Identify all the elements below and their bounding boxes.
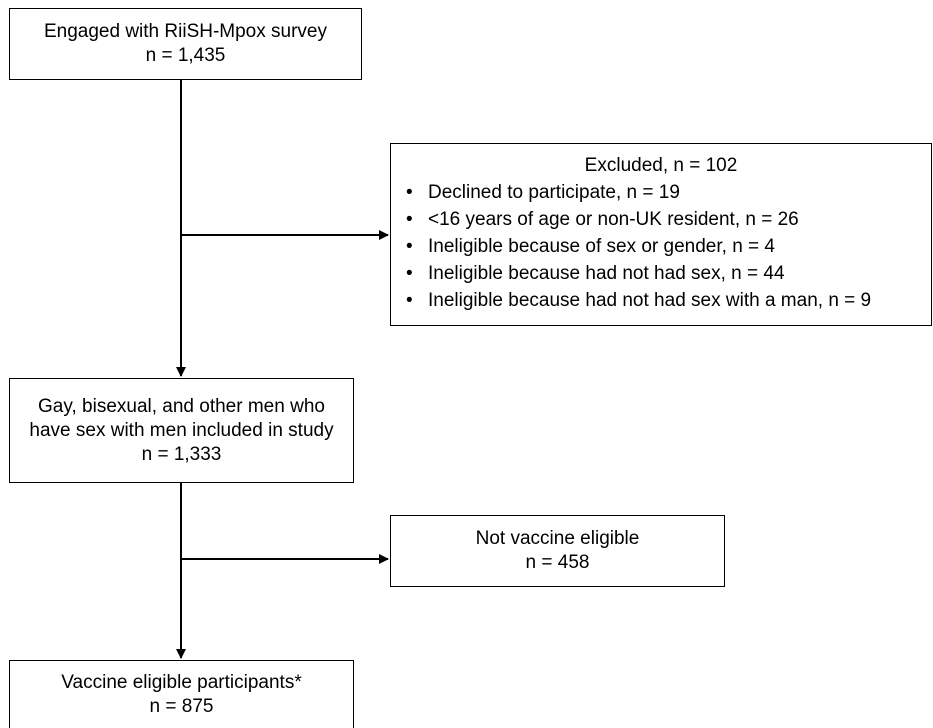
included-label-line1: Gay, bisexual, and other men who <box>38 395 325 417</box>
engaged-box: Engaged with RiiSH-Mpox survey n = 1,435 <box>9 8 362 80</box>
eligible-box: Vaccine eligible participants* n = 875 <box>9 660 354 728</box>
eligible-count: n = 875 <box>149 695 214 717</box>
excluded-reasons-list: • Declined to participate, n = 19 • <16 ye… <box>391 181 931 313</box>
excluded-title: Excluded, n = 102 <box>584 155 738 176</box>
excluded-reason-text: <16 years of age or non-UK resident, n =… <box>428 209 799 230</box>
excluded-reason-text: Ineligible because had not had sex with … <box>428 290 872 311</box>
eligible-label: Vaccine eligible participants* <box>61 671 302 693</box>
excluded-reason-item: • Ineligible because of sex or gender, n … <box>406 235 931 259</box>
included-count: n = 1,333 <box>141 443 222 465</box>
excluded-reason-item: • Declined to participate, n = 19 <box>406 181 931 205</box>
excluded-reason-text: Ineligible because had not had sex, n = … <box>428 263 785 284</box>
bullet-icon: • <box>406 236 413 257</box>
engaged-count: n = 1,435 <box>145 45 226 66</box>
bullet-icon: • <box>406 263 413 284</box>
excluded-reason-text: Ineligible because of sex or gender, n =… <box>428 236 775 257</box>
excluded-box: Excluded, n = 102 • Declined to participa… <box>390 143 932 326</box>
not-eligible-label: Not vaccine eligible <box>475 528 640 549</box>
excluded-reason-item: • Ineligible because had not had sex with… <box>406 289 931 313</box>
not-eligible-count: n = 458 <box>525 552 590 573</box>
bullet-icon: • <box>406 209 413 230</box>
not-eligible-box: Not vaccine eligible n = 458 <box>390 515 725 587</box>
included-box: Gay, bisexual, and other men who have se… <box>9 378 354 483</box>
included-label-line2: have sex with men included in study <box>29 419 334 441</box>
bullet-icon: • <box>406 290 413 311</box>
excluded-reason-item: • <16 years of age or non-UK resident, n … <box>406 208 931 232</box>
excluded-reason-item: • Ineligible because had not had sex, n =… <box>406 262 931 286</box>
engaged-label: Engaged with RiiSH-Mpox survey <box>43 21 327 42</box>
bullet-icon: • <box>406 182 413 203</box>
excluded-reason-text: Declined to participate, n = 19 <box>428 182 680 203</box>
